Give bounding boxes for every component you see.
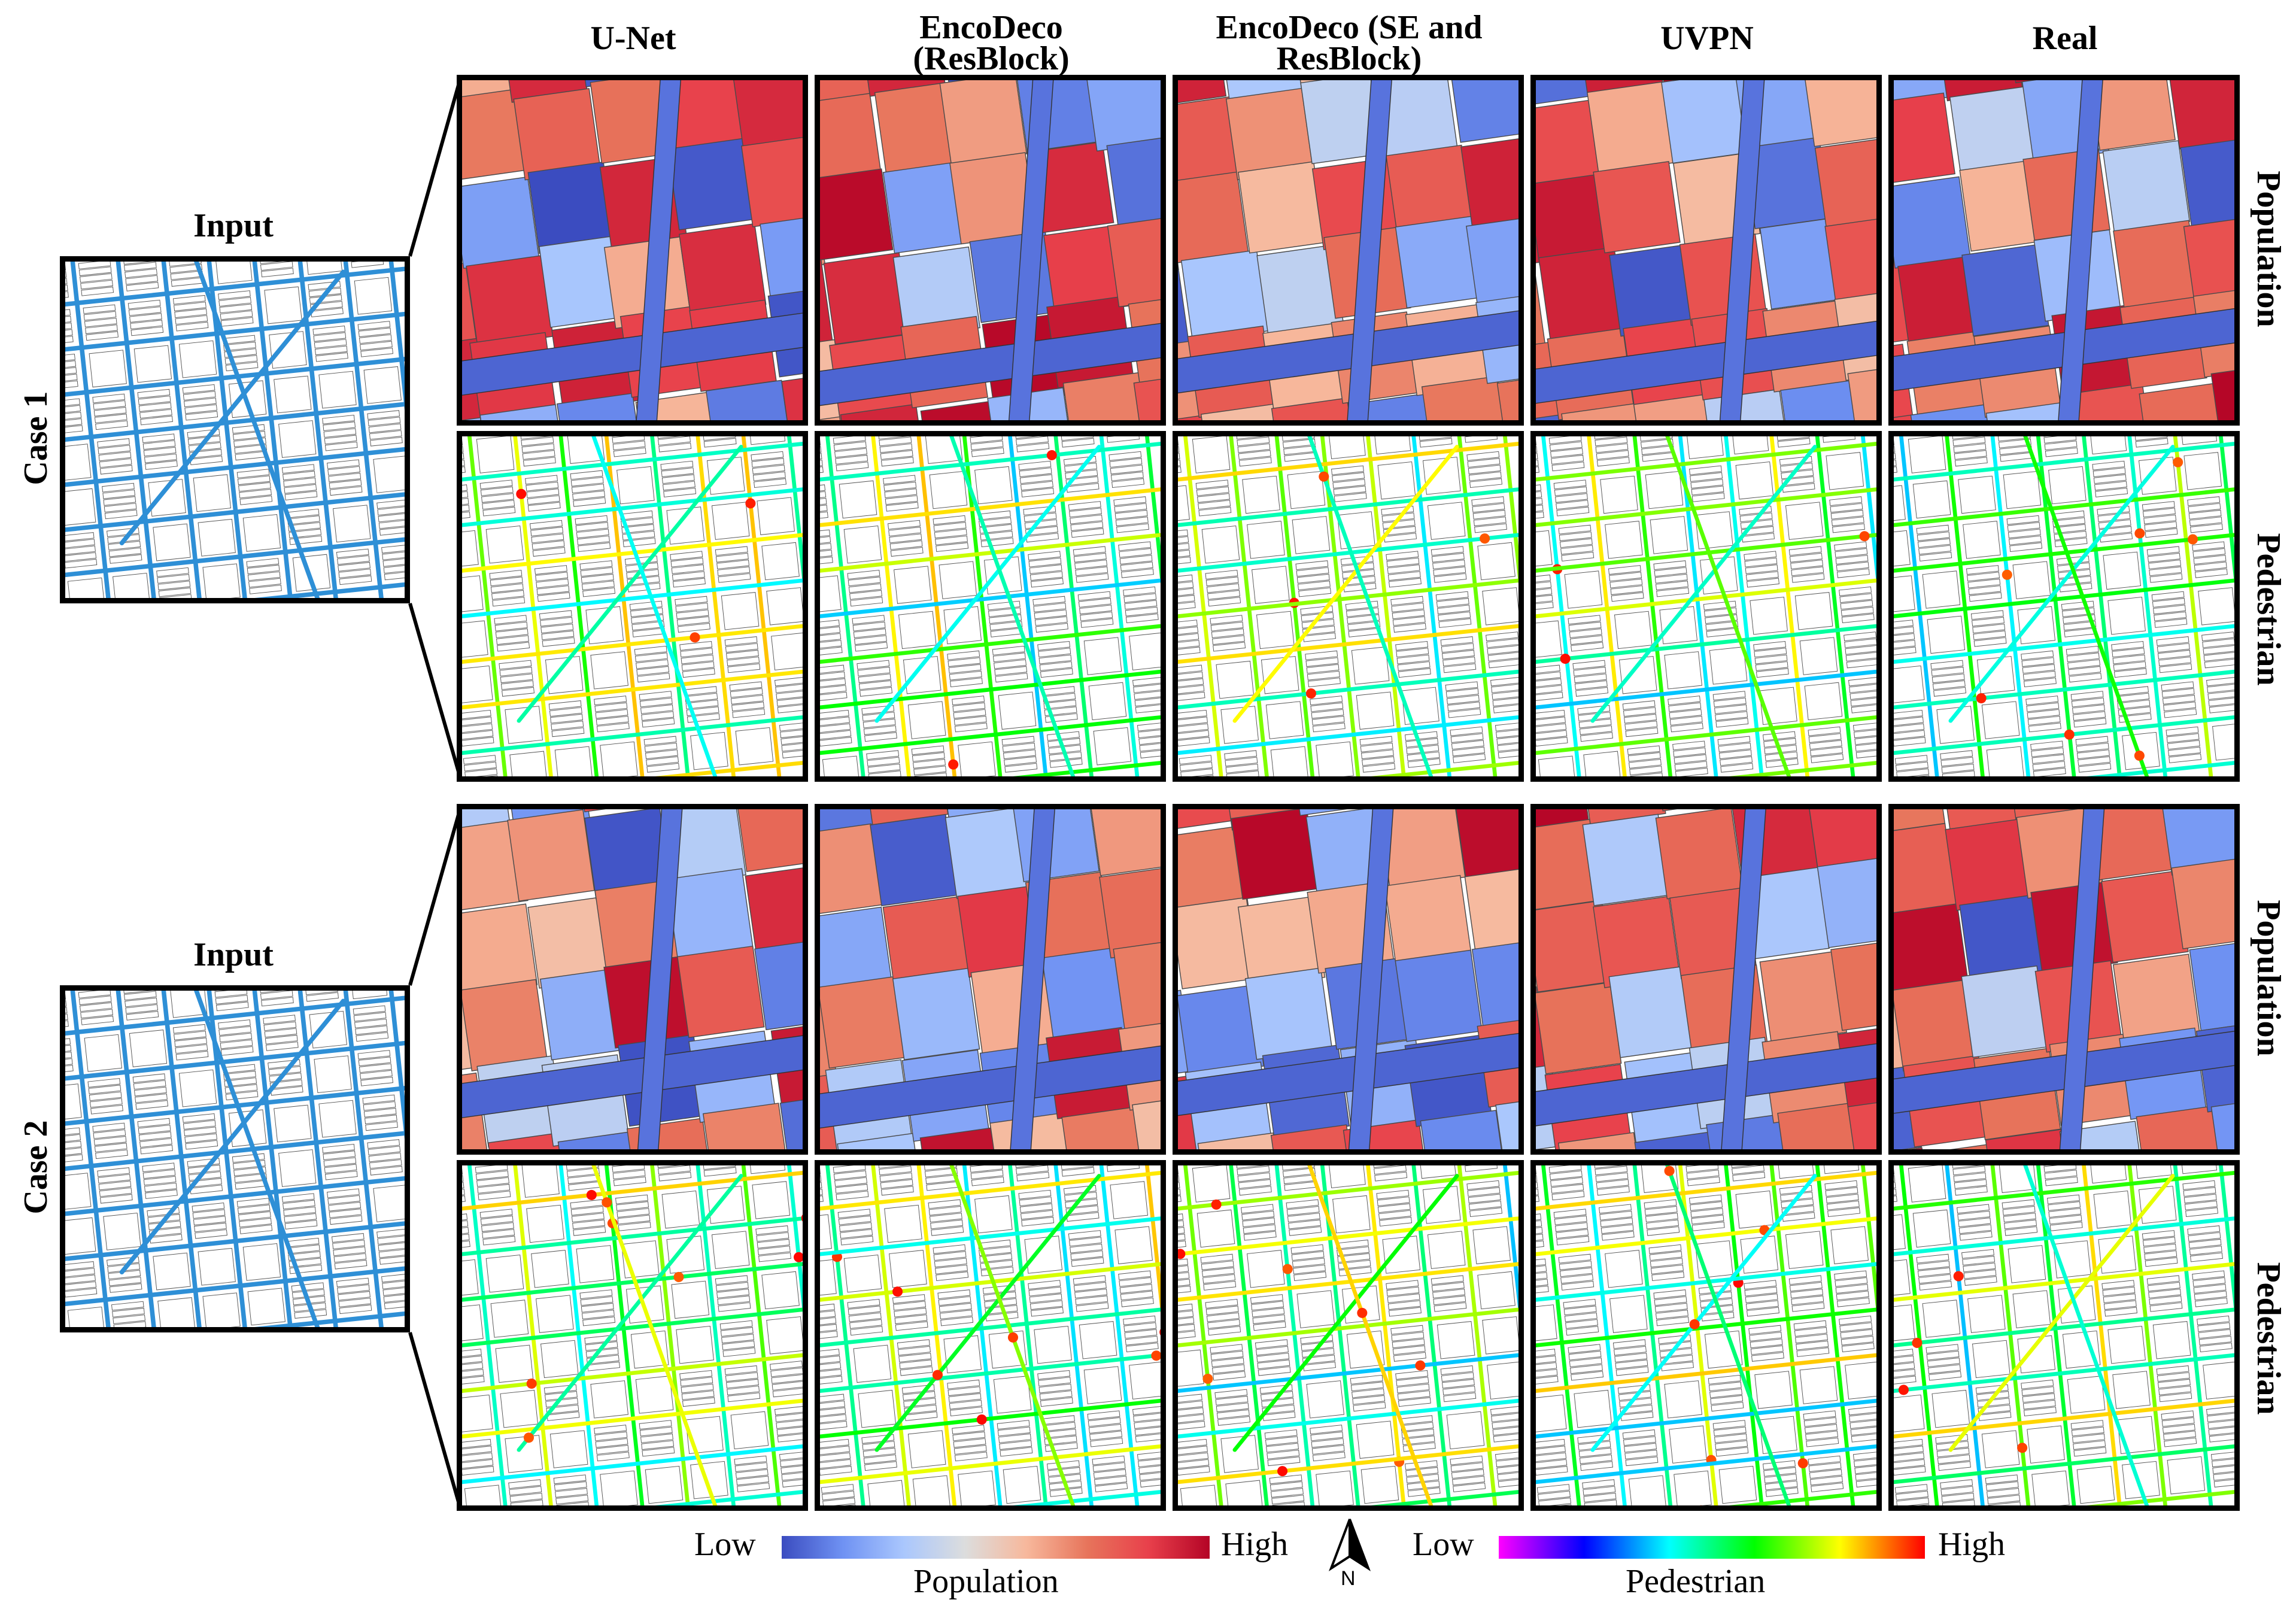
case-1-pedestrian-map-uvpn	[1530, 431, 1882, 782]
input-title-case-2: Input	[193, 936, 274, 973]
case-2-pedestrian-map-uvpn	[1530, 1160, 1882, 1511]
row-label-case-1-pedestrian: Pedestrian	[2250, 533, 2287, 686]
pedestrian-colorbar	[1499, 1536, 1925, 1559]
case-1-pedestrian-map-encodeco-resblock	[815, 431, 1166, 782]
pedestrian-legend-high: High	[1938, 1526, 2005, 1563]
case-2-population-map-uvpn	[1530, 804, 1882, 1155]
case-2-pedestrian-map-encodeco-se-resblock	[1173, 1160, 1524, 1511]
case-1-population-map-unet	[457, 75, 808, 426]
north-label: N	[1341, 1567, 1356, 1590]
connector-case-1-bottom	[408, 603, 463, 781]
case-1-population-map-encodeco-se-resblock	[1173, 75, 1524, 426]
pedestrian-legend-title: Pedestrian	[1626, 1563, 1766, 1600]
column-title-encodeco-resblock: EncoDeco (ResBlock)	[913, 9, 1070, 77]
population-legend-title: Population	[913, 1563, 1059, 1600]
input-title-case-1: Input	[193, 207, 274, 244]
case-1-population-map-encodeco-resblock	[815, 75, 1166, 426]
column-title-uvpn: UVPN	[1660, 20, 1754, 57]
row-label-case-2-population: Population	[2250, 900, 2287, 1057]
case-2-pedestrian-map-encodeco-resblock	[815, 1160, 1166, 1511]
column-title-real: Real	[2032, 20, 2098, 57]
pedestrian-legend-low: Low	[1413, 1526, 1474, 1563]
input-map-case-2	[60, 985, 410, 1332]
north-arrow-icon	[1328, 1519, 1371, 1571]
connector-case-2-top	[408, 806, 463, 986]
case-2-population-map-encodeco-resblock	[815, 804, 1166, 1155]
population-legend-low: Low	[694, 1526, 756, 1563]
row-label-case-1-population: Population	[2250, 171, 2287, 327]
case-2-population-map-encodeco-se-resblock	[1173, 804, 1524, 1155]
population-legend-high: High	[1221, 1526, 1288, 1563]
input-map-case-1	[60, 256, 410, 603]
case-2-pedestrian-map-unet	[457, 1160, 808, 1511]
case-1-population-map-real	[1888, 75, 2240, 426]
column-title-encodeco-se-resblock: EncoDeco (SE and ResBlock)	[1216, 9, 1483, 77]
case-1-pedestrian-map-real	[1888, 431, 2240, 782]
population-colorbar	[782, 1536, 1210, 1559]
case-2-population-map-unet	[457, 804, 808, 1155]
case-1-population-map-uvpn	[1530, 75, 1882, 426]
connector-case-1-top	[408, 76, 463, 257]
column-title-unet: U-Net	[590, 20, 676, 57]
case-1-pedestrian-map-unet	[457, 431, 808, 782]
case-1-pedestrian-map-encodeco-se-resblock	[1173, 431, 1524, 782]
connector-case-2-bottom	[408, 1332, 463, 1511]
case-2-pedestrian-map-real	[1888, 1160, 2240, 1511]
row-label-case-2-pedestrian: Pedestrian	[2250, 1262, 2287, 1415]
case-2-population-map-real	[1888, 804, 2240, 1155]
